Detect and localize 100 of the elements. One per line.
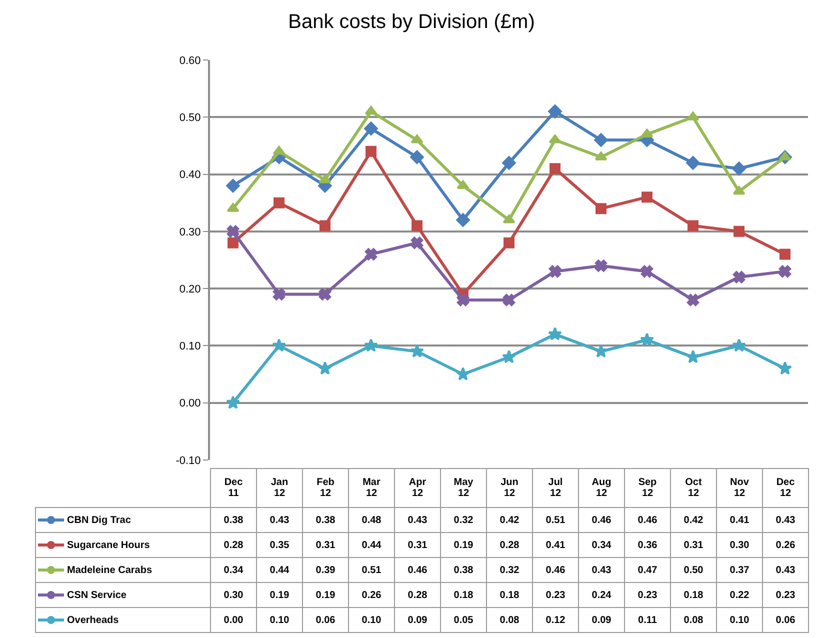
point [778, 361, 792, 375]
point [594, 133, 608, 147]
legend-label: CBN Dig Trac [67, 514, 131, 526]
data-label: 0.51 [532, 508, 578, 532]
y-tick-label: 0.00 [179, 398, 201, 410]
data-label: 0.09 [394, 608, 440, 632]
data-label: 0.51 [348, 558, 394, 582]
x-tick-label: May 12 [440, 468, 486, 508]
point [548, 265, 562, 278]
point [594, 344, 608, 358]
data-label: 0.18 [486, 582, 532, 608]
data-label: 0.10 [348, 608, 394, 632]
point [732, 271, 746, 284]
data-label: 0.12 [532, 608, 578, 632]
data-label: 0.00 [210, 608, 256, 632]
data-label: 0.19 [256, 582, 302, 608]
point [688, 220, 698, 232]
data-label: 0.38 [440, 558, 486, 582]
point [318, 288, 332, 300]
x-tick-label: Dec 11 [210, 468, 256, 508]
data-label: 0.10 [716, 608, 762, 632]
data-label: 0.31 [670, 532, 716, 558]
legend-label: Overheads [67, 614, 119, 626]
point [456, 366, 470, 380]
x-tick-label: Jun 12 [486, 468, 532, 508]
y-tick-label: -0.10 [176, 454, 201, 467]
point [272, 288, 286, 300]
data-label: 0.39 [302, 558, 348, 582]
x-tick-label: Nov 12 [716, 468, 762, 508]
data-label: 0.30 [716, 532, 762, 558]
data-label: 0.06 [302, 608, 348, 632]
point [686, 156, 700, 170]
x-tick-label: Dec 12 [762, 468, 808, 508]
point [640, 332, 654, 346]
point [732, 338, 746, 352]
data-label: 0.23 [532, 582, 578, 608]
data-label: 0.46 [394, 558, 440, 582]
point [272, 146, 286, 155]
data-label: 0.47 [624, 558, 670, 582]
data-label: 0.18 [670, 582, 716, 608]
data-label: 0.43 [578, 558, 624, 582]
data-label: 0.46 [532, 558, 578, 582]
data-label: 0.26 [348, 582, 394, 608]
x-tick-label: Apr 12 [394, 468, 440, 508]
data-label: 0.32 [440, 508, 486, 532]
point [640, 128, 654, 138]
point [734, 226, 744, 237]
data-label: 0.50 [670, 558, 716, 582]
point [780, 248, 790, 260]
point [410, 236, 424, 249]
point [502, 156, 516, 170]
data-label: 0.09 [578, 608, 624, 632]
point [226, 178, 240, 193]
data-label: 0.28 [394, 582, 440, 608]
data-label: 0.05 [440, 608, 486, 632]
data-label: 0.24 [578, 582, 624, 608]
data-label: 0.42 [486, 508, 532, 532]
data-label: 0.37 [716, 558, 762, 582]
legend-label: CSN Service [67, 590, 126, 600]
data-label: 0.08 [486, 608, 532, 632]
point [778, 265, 792, 278]
point [412, 220, 422, 232]
data-label: 0.28 [486, 532, 532, 558]
point [732, 186, 746, 195]
data-label: 0.22 [716, 582, 762, 608]
point [596, 203, 606, 214]
data-label: 0.43 [762, 558, 808, 582]
x-tick-label: Mar 12 [348, 468, 394, 508]
legend-label: Sugarcane Hours [67, 540, 150, 550]
legend-label: Madeleine Carabs [67, 564, 152, 576]
point [364, 248, 378, 260]
data-label: 0.06 [762, 608, 808, 632]
point [366, 146, 376, 157]
point [410, 150, 424, 164]
data-label: 0.31 [302, 532, 348, 558]
data-label: 0.10 [256, 608, 302, 632]
point [550, 163, 560, 174]
data-label: 0.36 [624, 532, 670, 558]
data-label: 0.28 [210, 532, 256, 558]
point [642, 192, 652, 203]
data-label: 0.48 [348, 508, 394, 532]
point [226, 225, 240, 238]
data-label: 0.41 [532, 532, 578, 558]
data-label: 0.43 [394, 508, 440, 532]
data-label: 0.46 [624, 508, 670, 532]
data-label: 0.34 [210, 558, 256, 582]
point [548, 104, 562, 118]
point [548, 326, 562, 340]
data-label: 0.38 [210, 508, 256, 532]
point [594, 260, 608, 272]
data-label: 0.44 [348, 532, 394, 558]
x-tick-label: Aug 12 [578, 468, 624, 508]
data-label: 0.42 [670, 508, 716, 532]
point [272, 338, 286, 352]
point [504, 237, 514, 248]
point [410, 344, 424, 358]
x-tick-label: Feb 12 [302, 468, 348, 508]
data-label: 0.44 [256, 558, 302, 582]
point [364, 338, 378, 352]
data-label: 0.23 [762, 582, 808, 608]
